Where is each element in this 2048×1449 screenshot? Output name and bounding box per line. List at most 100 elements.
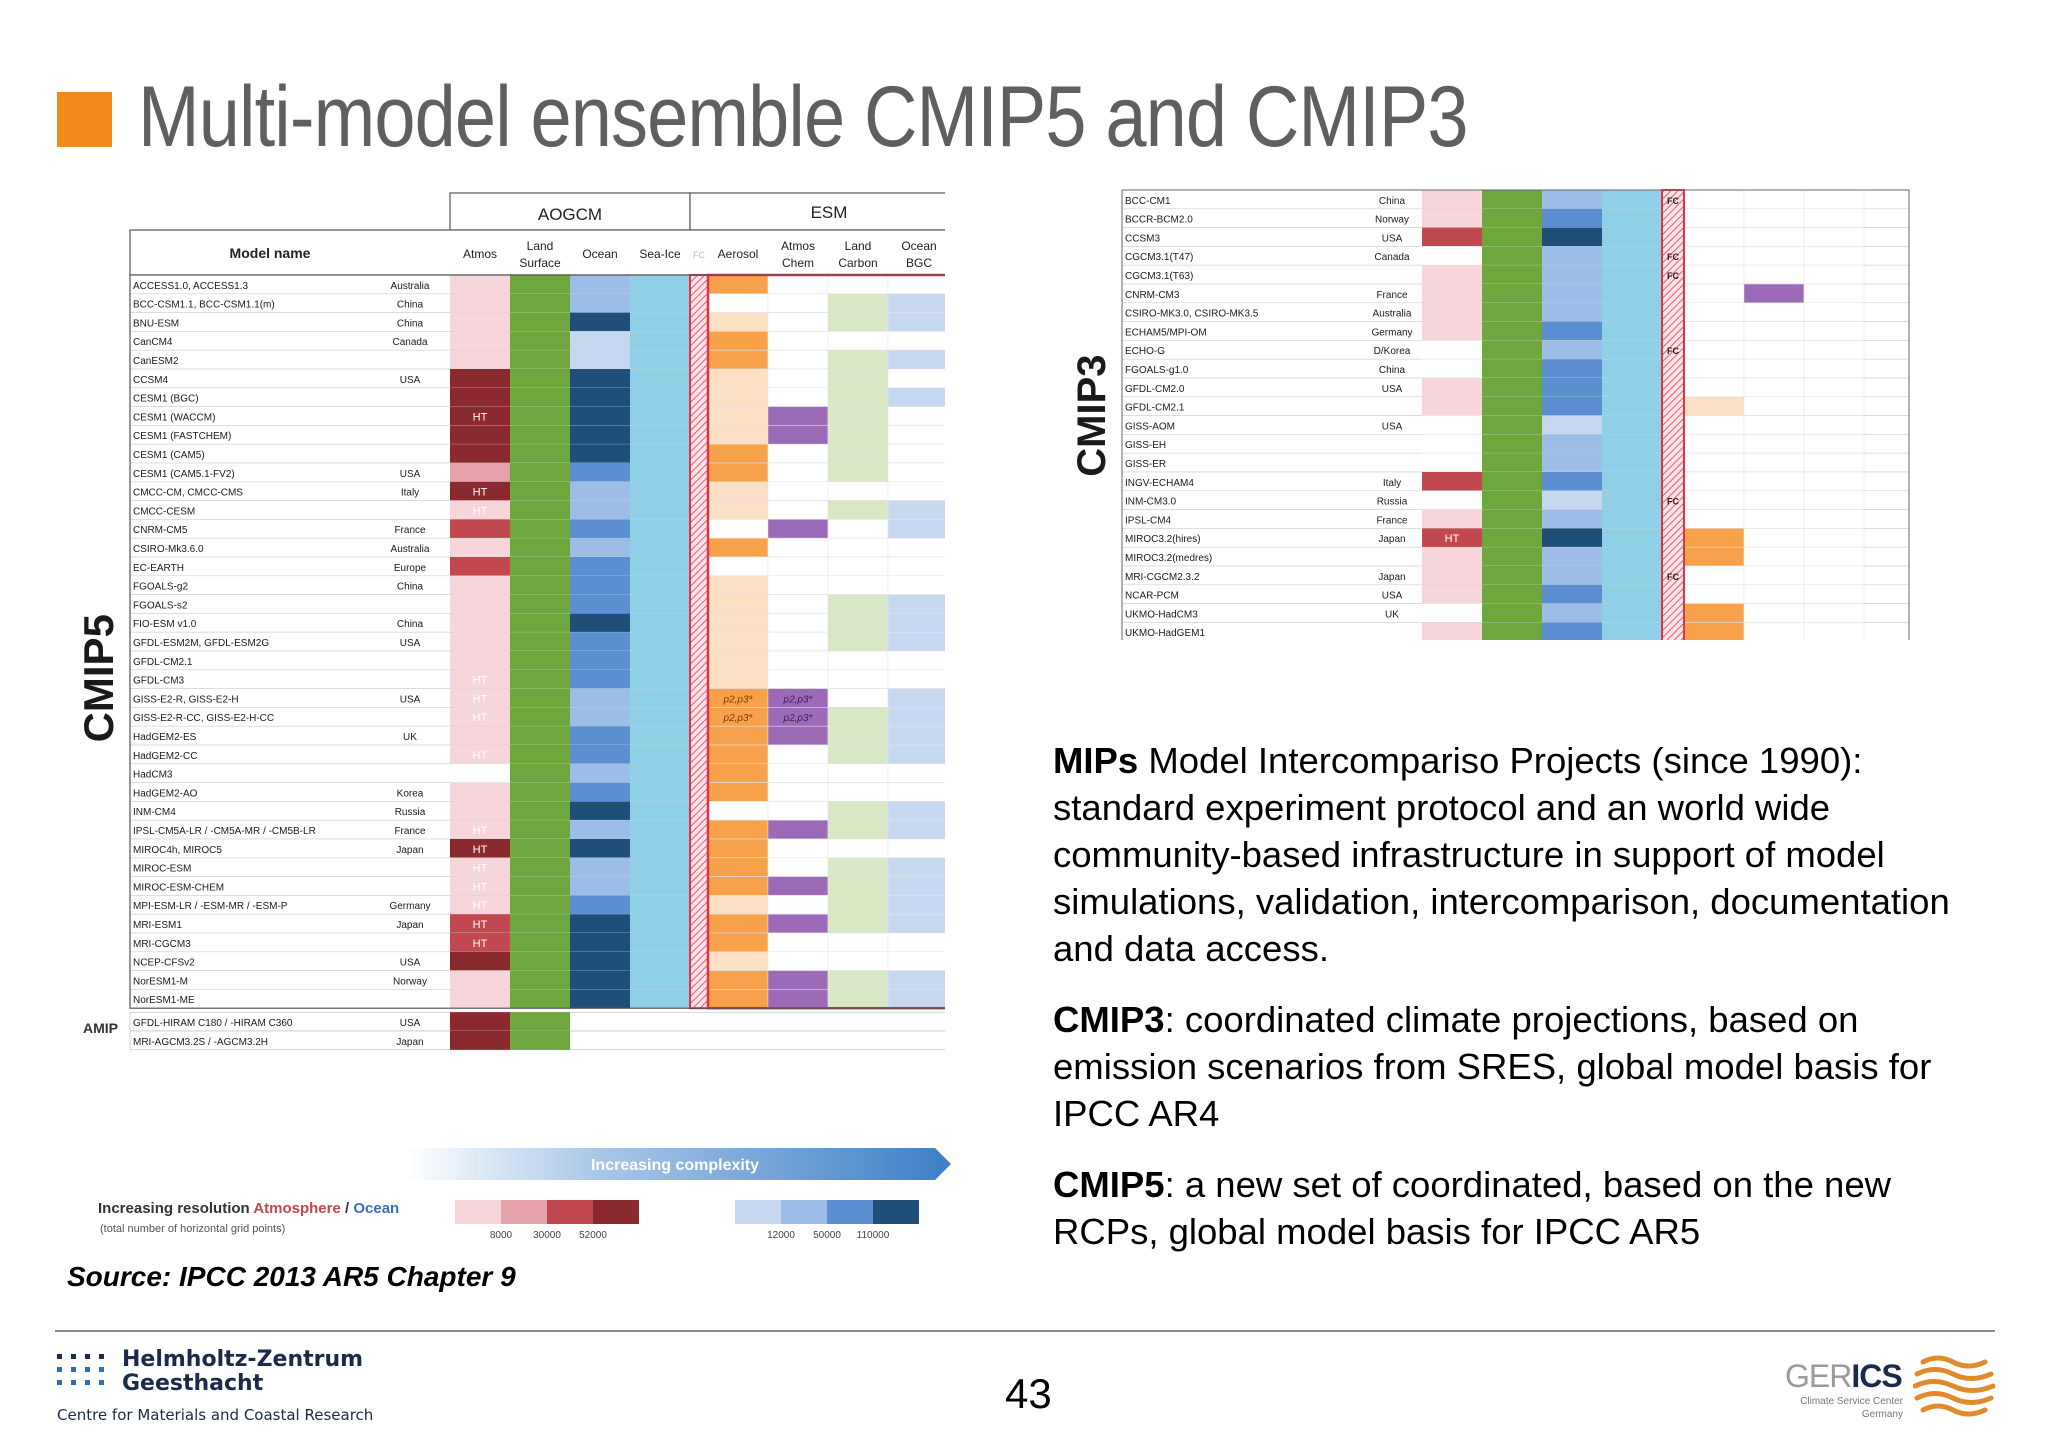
cell-land (510, 519, 570, 539)
cell-ocean (570, 369, 630, 388)
cell-land-carbon (827, 537, 889, 558)
cmip3-fc-mark: FC (1667, 271, 1679, 281)
cmip3-cell-seaice (1602, 490, 1662, 510)
cell-ocean-bgc (887, 556, 951, 577)
cmip3-cell-atmos (1422, 584, 1482, 604)
cell-atmos-chem (767, 989, 829, 1009)
cmip3-cell-carbon (1803, 490, 1865, 510)
cell-land (510, 763, 570, 783)
cell-land (510, 387, 570, 407)
cell-seaice (630, 933, 690, 952)
cell-aerosol (707, 500, 769, 520)
cell-atmos-chem (767, 613, 829, 633)
cmip3-country: Japan (1378, 534, 1405, 545)
cell-ocean-bgc (887, 274, 951, 295)
giss-note-chem: p2,p3* (783, 713, 814, 724)
cell-ocean (570, 688, 630, 708)
cmip3-country: Russia (1377, 497, 1408, 508)
cell-aerosol (707, 349, 769, 370)
cell-land (510, 463, 570, 482)
cmip3-cell-chem (1743, 471, 1805, 492)
cmip3-model-name: CNRM-CM3 (1125, 290, 1180, 301)
column-header-row (129, 229, 951, 276)
cmip3-model-name: UKMO-HadCM3 (1125, 609, 1198, 620)
cell-land-carbon (827, 312, 889, 332)
cmip3-cell-aerosol (1683, 584, 1745, 604)
legend-ocean-swatch (781, 1200, 827, 1224)
cell-seaice (630, 557, 690, 576)
cmip3-cell-seaice (1602, 396, 1662, 416)
cell-atmos-ht: HT (473, 505, 488, 517)
cell-land-carbon (827, 349, 889, 370)
gerics-logo: GERICS Climate Service Center Germany (1785, 1352, 1995, 1427)
cell-seaice (630, 613, 690, 633)
description-text: MIPs Model Intercompariso Projects (sinc… (1053, 737, 1993, 1279)
model-country: Europe (394, 563, 427, 574)
cell-atmos (450, 688, 510, 708)
giss-note-aerosol: p2,p3* (723, 713, 754, 724)
cmip3-cell-land (1482, 340, 1542, 360)
cell-ocean-bgc (887, 801, 951, 821)
cmip3-country: China (1379, 196, 1406, 207)
cell-land-carbon (827, 707, 889, 727)
cmip3-table-graphic: BCC-CM1 China BCCR-BCM2.0 Norway CCSM3 USA CGC… (1070, 189, 1910, 643)
cell-atmos (450, 293, 510, 313)
cell-land (510, 331, 570, 351)
model-country: UK (403, 732, 417, 743)
model-name: FGOALS-g2 (133, 582, 188, 593)
cell-land-carbon (827, 669, 889, 689)
cmip3-cell-seaice (1602, 415, 1662, 435)
cell-atmos-ht: HT (473, 693, 488, 705)
cell-atmos-chem (767, 293, 829, 313)
cmip3-cell-ocean (1542, 415, 1602, 435)
cmip3-cell-land (1482, 378, 1542, 397)
cell-ocean-bgc (887, 537, 951, 558)
cell-land-carbon (827, 387, 889, 407)
giss-note-chem: p2,p3* (783, 694, 814, 705)
cell-land-carbon (827, 763, 889, 783)
cell-seaice (630, 293, 690, 313)
model-name: GISS-E2-R, GISS-E2-H (133, 694, 239, 705)
cmip3-cell-atmos (1422, 547, 1482, 566)
cell-ocean (570, 669, 630, 689)
cell-land (510, 914, 570, 933)
model-country: China (397, 300, 424, 311)
model-country: China (397, 582, 424, 593)
model-name: CESM1 (CAM5) (133, 450, 205, 461)
model-name: MIROC4h, MIROC5 (133, 845, 222, 856)
cell-ocean-bgc (887, 707, 951, 727)
legend-atm-swatch (501, 1200, 547, 1224)
model-name: GFDL-ESM2M, GFDL-ESM2G (133, 638, 269, 649)
cmip3-cell-atmos (1422, 434, 1482, 454)
cell-land-carbon (827, 876, 889, 896)
cmip3-cell-chem (1743, 227, 1805, 247)
cell-seaice (630, 312, 690, 332)
cell-ocean-bgc (887, 406, 951, 426)
cell-land-carbon (827, 519, 889, 539)
cell-seaice (630, 538, 690, 557)
cmip3-cell-ocean (1542, 584, 1602, 604)
cmip3-cell-carbon (1803, 452, 1865, 473)
cell-aerosol (707, 481, 769, 501)
amip-cell-atmos (450, 1012, 510, 1031)
cmip3-cell-seaice (1602, 528, 1662, 548)
cell-land-carbon (827, 631, 889, 652)
cell-land-carbon (827, 293, 889, 313)
cmip3-cell-land (1482, 246, 1542, 266)
cmip3-model-name: GFDL-CM2.0 (1125, 384, 1185, 395)
cell-atmos (450, 914, 510, 933)
cell-atmos (450, 387, 510, 407)
cmip3-cell-land (1482, 509, 1542, 529)
cmip3-cell-seaice (1602, 566, 1662, 585)
title-bullet-square (57, 92, 112, 147)
cmip3-cell-chem (1743, 528, 1805, 548)
gerics-name-a: GER (1785, 1358, 1852, 1394)
cell-seaice (630, 951, 690, 971)
cmip3-cell-carbon (1803, 584, 1865, 604)
cell-atmos (450, 669, 510, 689)
cell-atmos-chem (767, 443, 829, 464)
model-name: CMCC-CM, CMCC-CMS (133, 488, 243, 499)
cmip3-cell-ocean (1542, 434, 1602, 454)
cell-ocean-bgc (887, 819, 951, 840)
cell-seaice (630, 481, 690, 501)
